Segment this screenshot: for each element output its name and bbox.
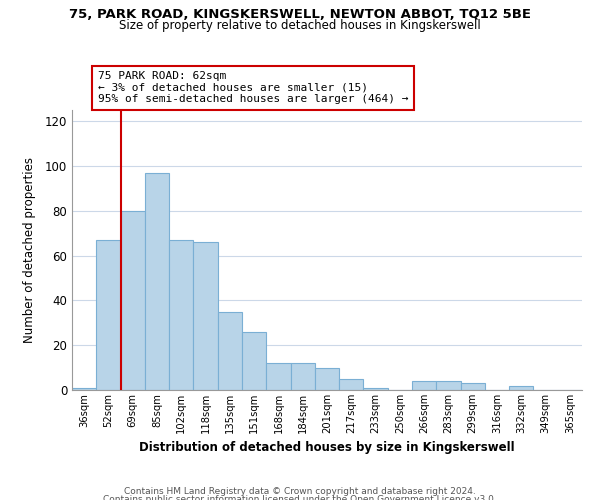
- Text: Contains public sector information licensed under the Open Government Licence v3: Contains public sector information licen…: [103, 495, 497, 500]
- X-axis label: Distribution of detached houses by size in Kingskerswell: Distribution of detached houses by size …: [139, 442, 515, 454]
- Bar: [364, 388, 388, 390]
- Bar: [266, 363, 290, 390]
- Bar: [339, 379, 364, 390]
- Text: 75, PARK ROAD, KINGSKERSWELL, NEWTON ABBOT, TQ12 5BE: 75, PARK ROAD, KINGSKERSWELL, NEWTON ABB…: [69, 8, 531, 20]
- Bar: [218, 312, 242, 390]
- Bar: [315, 368, 339, 390]
- Bar: [509, 386, 533, 390]
- Bar: [169, 240, 193, 390]
- Bar: [461, 384, 485, 390]
- Bar: [436, 381, 461, 390]
- Bar: [72, 388, 96, 390]
- Bar: [290, 363, 315, 390]
- Y-axis label: Number of detached properties: Number of detached properties: [23, 157, 37, 343]
- Bar: [121, 211, 145, 390]
- Text: 75 PARK ROAD: 62sqm
← 3% of detached houses are smaller (15)
95% of semi-detache: 75 PARK ROAD: 62sqm ← 3% of detached hou…: [97, 71, 408, 104]
- Text: Contains HM Land Registry data © Crown copyright and database right 2024.: Contains HM Land Registry data © Crown c…: [124, 488, 476, 496]
- Bar: [96, 240, 121, 390]
- Bar: [242, 332, 266, 390]
- Bar: [145, 172, 169, 390]
- Text: Size of property relative to detached houses in Kingskerswell: Size of property relative to detached ho…: [119, 19, 481, 32]
- Bar: [412, 381, 436, 390]
- Bar: [193, 242, 218, 390]
